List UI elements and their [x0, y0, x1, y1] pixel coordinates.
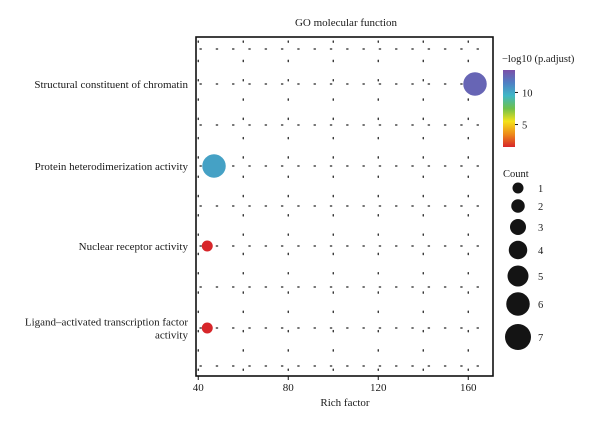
size-legend-label: 1 — [538, 184, 543, 195]
color-legend: −log10 (p.adjust) 5 10 — [502, 54, 575, 147]
size-legend-dot — [508, 240, 528, 260]
data-point — [463, 72, 487, 96]
color-bar-tick-label: 10 — [522, 88, 533, 99]
color-bar-ticks: 5 10 — [515, 88, 533, 132]
data-point — [201, 322, 213, 334]
x-tick-label: 120 — [370, 382, 387, 394]
size-legend-dot — [507, 265, 529, 287]
x-tick-label: 160 — [460, 382, 477, 394]
size-legend-label: 2 — [538, 202, 543, 213]
size-legend: Count 1 2 3 4 5 6 7 — [503, 169, 544, 350]
x-axis-title: Rich factor — [320, 397, 370, 409]
size-legend-title: Count — [503, 169, 529, 180]
color-legend-title: −log10 (p.adjust) — [502, 54, 575, 65]
size-legend-label: 7 — [538, 333, 543, 344]
color-bar-tick-label: 5 — [522, 121, 527, 132]
y-tick-label: Nuclear receptor activity — [79, 241, 189, 253]
x-tick-label: 40 — [193, 382, 205, 394]
size-legend-label: 6 — [538, 300, 543, 311]
size-legend-label: 4 — [538, 246, 544, 257]
size-legend-dot — [510, 219, 526, 235]
data-point — [202, 154, 226, 178]
size-legend-dot — [512, 182, 524, 194]
x-axis: 40 80 120 160 — [193, 376, 477, 394]
size-legend-dot — [505, 324, 531, 350]
size-legend-dot — [506, 292, 530, 316]
size-legend-items: 1 2 3 4 5 6 7 — [505, 182, 544, 350]
plot-panel — [195, 36, 494, 377]
y-tick-label: Structural constituent of chromatin — [34, 79, 188, 91]
y-tick-label: Protein heterodimerization activity — [35, 161, 189, 173]
color-bar — [503, 70, 515, 147]
x-tick-label: 80 — [283, 382, 295, 394]
size-legend-label: 5 — [538, 272, 543, 283]
data-points — [201, 72, 487, 334]
data-point — [201, 240, 213, 252]
chart-title: GO molecular function — [295, 17, 398, 29]
grid-layer — [197, 40, 490, 373]
size-legend-dot — [511, 199, 525, 213]
y-axis-labels: Structural constituent of chromatin Prote… — [25, 79, 189, 342]
y-tick-label: Ligand–activated transcription factor act… — [25, 317, 189, 342]
size-legend-label: 3 — [538, 223, 543, 234]
